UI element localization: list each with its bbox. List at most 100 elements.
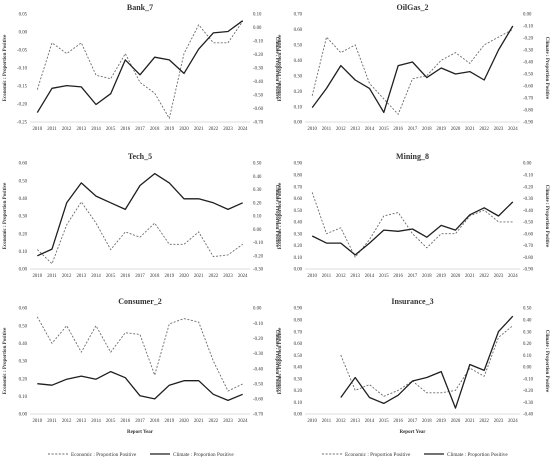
x-tick-label: 2022 (479, 274, 489, 279)
x-tick-label: 2019 (165, 419, 175, 424)
y-left-tick-label: 0.30 (294, 377, 303, 382)
y-left-tick-label: 0.40 (294, 221, 303, 226)
x-tick-label: 2012 (62, 274, 72, 279)
x-tick-label: 2019 (436, 419, 446, 424)
y-right-tick-label: -0.30 (253, 352, 264, 357)
x-tick-label: 2021 (194, 274, 204, 279)
x-tick-label: 2017 (135, 419, 145, 424)
panels-layer: Bank_7 2010 2011 2012 2013 2014 2015 2016 2017 20… (3, 3, 549, 435)
y-left-tick-label: -0.20 (17, 103, 28, 108)
y-left-tick-label: 0.20 (294, 90, 303, 95)
y-right-tick-label: -0.10 (523, 173, 534, 178)
panel-1: Bank_7 2010 2011 2012 2013 2014 2015 2016 2017 20… (3, 3, 279, 132)
y-right-tick-label: -0.20 (523, 37, 534, 42)
y-right-tick-label: -0.80 (523, 256, 534, 261)
x-tick-label: 2024 (238, 419, 248, 424)
y-left-axis-title: Economic : Proportion Positive (3, 327, 8, 394)
y-left-tick-label: 0.00 (19, 31, 28, 36)
y-left-axis-title: Economic : Proportion Positive (3, 34, 8, 101)
y-left-tick-label: 0.10 (19, 395, 28, 400)
y-right-tick-label: -0.40 (523, 61, 534, 66)
x-tick-label: 2011 (47, 127, 57, 132)
y-right-tick-label: 0.00 (253, 26, 262, 31)
x-tick-label: 2021 (465, 274, 475, 279)
y-right-tick-label: -0.10 (523, 377, 534, 382)
economic-series-line (340, 325, 514, 397)
x-tick-label: 2023 (223, 419, 233, 424)
x-tick-label: 2020 (179, 127, 189, 132)
x-tick-label: 2015 (106, 419, 116, 424)
legend-left-economic-label: Economic : Proportion Positive (71, 452, 137, 458)
economic-series-line (311, 29, 514, 115)
x-tick-label: 2019 (165, 127, 175, 132)
y-right-tick-label: 0.40 (253, 175, 262, 180)
y-right-tick-label: -0.70 (253, 121, 264, 126)
legend-left: Economic : Proportion Positive Climate :… (48, 452, 234, 458)
panel-2: OilGas_2 2010 2011 2012 2013 2014 2015 2016 2017… (278, 3, 549, 132)
climate-series-line (311, 201, 514, 256)
y-right-tick-label: 0.50 (523, 307, 532, 312)
x-tick-label: 2012 (336, 274, 346, 279)
y-right-axis-title: Climate : Proportion Positive (274, 37, 279, 100)
y-right-tick-label: 0.10 (523, 354, 532, 359)
chart-title: OilGas_2 (396, 3, 428, 12)
economic-series-line (36, 201, 243, 265)
y-right-tick-label: 0.30 (253, 188, 262, 193)
y-right-tick-label: 0.00 (253, 307, 262, 312)
x-tick-label: 2013 (350, 127, 360, 132)
y-left-tick-label: 0.50 (294, 354, 303, 359)
x-tick-label: 2018 (422, 274, 432, 279)
legend-right: Economic : Proportion Positive Climate :… (322, 452, 508, 458)
chart-title: Mining_8 (396, 152, 429, 161)
panel-5: Consumer_2 2010 2011 2012 2013 2014 2015 2016 20… (3, 297, 279, 435)
x-tick-label: 2017 (135, 274, 145, 279)
y-right-tick-label: 0.20 (253, 201, 262, 206)
y-left-axis-title: Economic : Proportion Positive (278, 182, 283, 249)
x-tick-label: 2022 (479, 127, 489, 132)
y-left-tick-label: 0.00 (19, 268, 28, 273)
y-left-tick-label: 0.90 (294, 307, 303, 312)
x-tick-label: 2014 (91, 127, 101, 132)
y-right-tick-label: 0.50 (253, 162, 262, 167)
y-right-tick-label: -0.20 (253, 254, 264, 259)
x-tick-label: 2023 (494, 419, 504, 424)
y-right-axis-title: Climate : Proportion Positive (544, 37, 549, 100)
x-tick-label: 2017 (135, 127, 145, 132)
y-left-tick-label: 0.70 (294, 13, 303, 18)
panel-3: Tech_5 2010 2011 2012 2013 2014 2015 2016 2017 20… (3, 152, 279, 279)
y-right-tick-label: 0.00 (523, 13, 532, 18)
y-right-tick-label: -0.30 (253, 67, 264, 72)
y-right-tick-label: -0.70 (523, 97, 534, 102)
y-right-tick-label: -0.40 (523, 209, 534, 214)
y-left-tick-label: 0.50 (294, 209, 303, 214)
x-tick-label: 2011 (322, 274, 332, 279)
chart-title: Bank_7 (127, 3, 153, 12)
y-right-tick-label: 0.20 (523, 342, 532, 347)
y-left-tick-label: 0.70 (294, 185, 303, 190)
y-right-tick-label: -0.60 (253, 398, 264, 403)
y-right-tick-label: 0.10 (253, 13, 262, 18)
y-right-tick-label: -0.10 (253, 241, 264, 246)
x-tick-label: 2012 (62, 127, 72, 132)
y-right-tick-label: -0.40 (253, 80, 264, 85)
chart-title: Tech_5 (128, 152, 152, 161)
x-tick-label: 2014 (365, 127, 375, 132)
y-left-tick-label: 0.50 (294, 44, 303, 49)
x-tick-label: 2018 (150, 274, 160, 279)
x-tick-label: 2014 (365, 274, 375, 279)
y-left-tick-label: 0.30 (294, 232, 303, 237)
y-right-tick-label: 0.00 (253, 228, 262, 233)
x-tick-label: 2018 (422, 127, 432, 132)
y-right-tick-label: -0.60 (253, 107, 264, 112)
y-left-tick-label: 0.60 (294, 342, 303, 347)
y-right-tick-label: -0.20 (523, 185, 534, 190)
y-left-tick-label: -0.25 (17, 121, 28, 126)
panel-4: Mining_8 2010 2011 2012 2013 2014 2015 2016 2017… (278, 152, 549, 279)
y-right-tick-label: -0.80 (523, 109, 534, 114)
y-right-tick-label: -0.50 (523, 73, 534, 78)
y-right-tick-label: -0.40 (523, 413, 534, 418)
x-tick-label: 2010 (307, 127, 317, 132)
climate-series-line (37, 172, 243, 257)
